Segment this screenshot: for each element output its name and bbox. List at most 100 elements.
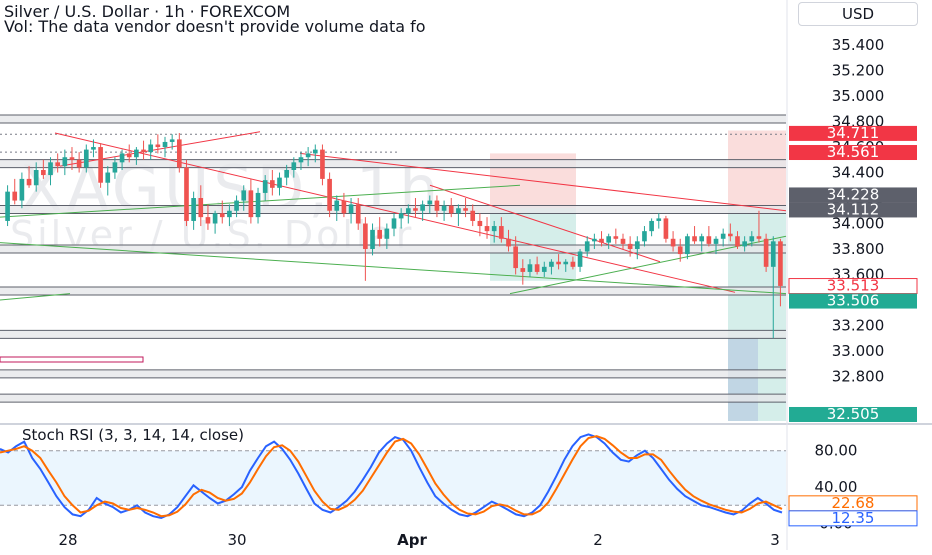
trend-line bbox=[299, 152, 787, 212]
stoch-value-label-bg bbox=[788, 510, 918, 527]
candle bbox=[749, 231, 755, 247]
candle bbox=[713, 236, 719, 255]
candle bbox=[456, 204, 461, 227]
candle-body bbox=[470, 210, 476, 221]
candle-body bbox=[270, 180, 275, 188]
candle bbox=[305, 147, 311, 167]
time-axis-tick: 30 bbox=[227, 531, 246, 549]
candle bbox=[169, 134, 175, 150]
candle bbox=[205, 204, 211, 230]
candle bbox=[398, 208, 404, 229]
candle-body bbox=[749, 236, 755, 242]
price-label-text: 33.513 bbox=[827, 277, 880, 295]
candle bbox=[728, 223, 733, 242]
candle bbox=[470, 204, 476, 227]
candle bbox=[320, 144, 325, 186]
candle-body bbox=[398, 213, 404, 219]
candle bbox=[756, 210, 762, 243]
candle bbox=[270, 169, 275, 196]
candle bbox=[656, 213, 662, 229]
candle bbox=[549, 259, 554, 275]
candle-body bbox=[83, 149, 89, 168]
candle-body bbox=[219, 213, 225, 218]
candle bbox=[735, 231, 740, 249]
candle bbox=[277, 172, 282, 196]
candle bbox=[198, 185, 204, 227]
candle bbox=[692, 226, 697, 244]
candle-body bbox=[327, 178, 332, 211]
price-axis-tick: 34.400 bbox=[832, 164, 885, 182]
candle bbox=[176, 133, 182, 173]
candle-body bbox=[162, 141, 168, 148]
candle-body bbox=[499, 226, 504, 239]
candle bbox=[484, 217, 490, 239]
candle bbox=[699, 233, 705, 252]
candle-body bbox=[148, 144, 154, 153]
price-label-text: 32.505 bbox=[827, 405, 880, 423]
candle-body bbox=[184, 167, 189, 221]
candle-body bbox=[126, 153, 132, 158]
candle-body bbox=[778, 241, 783, 286]
candle-body bbox=[634, 241, 640, 249]
candle bbox=[98, 143, 103, 188]
small-range-box bbox=[0, 356, 144, 363]
candle bbox=[634, 236, 640, 260]
candle bbox=[534, 256, 540, 275]
candle bbox=[427, 195, 433, 214]
candle bbox=[570, 256, 576, 270]
candle-body bbox=[599, 238, 604, 243]
candle-body bbox=[706, 236, 712, 244]
price-label-text: 34.561 bbox=[827, 143, 880, 161]
candle-body bbox=[613, 236, 619, 239]
candle bbox=[83, 144, 89, 173]
candle bbox=[262, 175, 268, 201]
price-label: 34.711 bbox=[789, 124, 917, 142]
candle bbox=[384, 223, 390, 249]
candle bbox=[155, 134, 161, 154]
candle-body bbox=[76, 159, 82, 168]
candle bbox=[363, 217, 368, 281]
trend-line bbox=[429, 184, 661, 263]
candle-body bbox=[606, 236, 612, 243]
price-label: 32.505 bbox=[789, 405, 917, 423]
candle bbox=[613, 228, 619, 244]
horizontal-level-band bbox=[0, 244, 786, 253]
candle-body bbox=[298, 157, 304, 163]
candle-body bbox=[756, 236, 762, 239]
price-label-text: 34.711 bbox=[827, 124, 880, 142]
candle bbox=[556, 254, 561, 270]
candle-body bbox=[363, 223, 368, 249]
candle bbox=[284, 164, 289, 186]
candle bbox=[584, 236, 590, 257]
candle bbox=[26, 166, 32, 188]
time-axis-tick: 2 bbox=[593, 531, 603, 549]
price-axis-tick: 33.800 bbox=[832, 240, 885, 258]
candle bbox=[162, 136, 168, 158]
candle-body bbox=[405, 208, 411, 214]
candle bbox=[41, 159, 46, 179]
candle-body bbox=[642, 231, 647, 242]
currency-button[interactable]: USD bbox=[798, 2, 918, 26]
candle bbox=[377, 217, 383, 247]
candle-body bbox=[763, 238, 769, 267]
candle-body bbox=[291, 162, 297, 170]
horizontal-level-band bbox=[0, 394, 786, 403]
candle bbox=[33, 162, 39, 192]
price-axis-tick: 33.200 bbox=[832, 316, 885, 334]
candle bbox=[255, 187, 261, 224]
candle-body bbox=[91, 147, 96, 150]
candle-body bbox=[391, 218, 397, 229]
candle bbox=[527, 259, 533, 278]
candle bbox=[141, 140, 146, 160]
candle bbox=[706, 226, 712, 247]
candle bbox=[134, 147, 139, 165]
candle bbox=[234, 195, 239, 218]
price-label-text: 34.112 bbox=[827, 200, 880, 218]
candle-body bbox=[134, 149, 139, 158]
candle-body bbox=[491, 226, 497, 232]
price-label-text: 33.506 bbox=[827, 292, 880, 310]
price-axis-tick: 33.000 bbox=[832, 342, 885, 360]
candle bbox=[463, 198, 468, 218]
candle-body bbox=[456, 208, 461, 214]
